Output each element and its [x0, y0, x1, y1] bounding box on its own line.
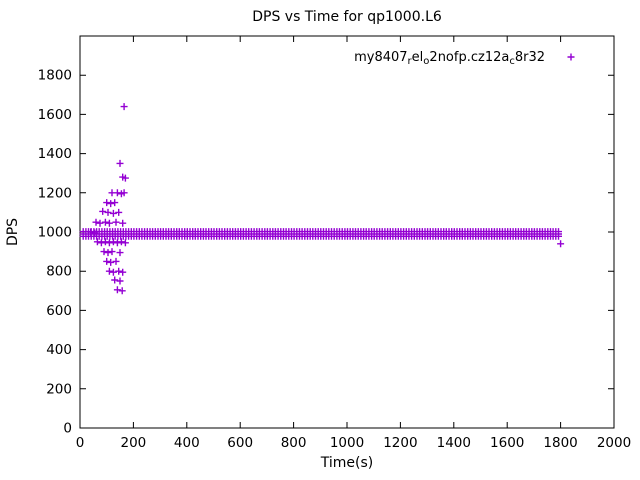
- x-tick-label: 1800: [543, 435, 577, 451]
- x-tick-label: 1600: [490, 435, 524, 451]
- x-tick-label: 2000: [597, 435, 631, 451]
- y-tick-label: 0: [63, 421, 72, 437]
- y-tick-label: 1400: [38, 146, 72, 162]
- y-tick-label: 800: [46, 264, 72, 280]
- legend-label: my8407relo2nofp.cz12ac8r32: [354, 50, 545, 67]
- y-tick-labels: 0 200 400 600 800 1000 1200 1400 1600 1800: [38, 68, 72, 437]
- band-points: [79, 228, 562, 240]
- x-tick-labels: 0 200 400 600 800 1000 1200 1400 1600 1800 2000: [76, 435, 631, 451]
- y-tick-label: 400: [46, 342, 72, 358]
- y-tick-label: 1000: [38, 225, 72, 241]
- y-tick-label: 1800: [38, 68, 72, 84]
- x-tick-label: 400: [174, 435, 200, 451]
- x-tick-label: 1400: [437, 435, 471, 451]
- x-tick-label: 600: [227, 435, 253, 451]
- y-tick-label: 200: [46, 381, 72, 397]
- x-tick-label: 1200: [383, 435, 417, 451]
- legend-marker-icon: [567, 53, 575, 61]
- x-tick-label: 800: [281, 435, 307, 451]
- scatter-points: [87, 103, 565, 295]
- y-tick-label: 600: [46, 303, 72, 319]
- x-axis-label: Time(s): [320, 455, 373, 471]
- y-axis-label: DPS: [5, 218, 21, 246]
- x-tick-label: 1000: [330, 435, 364, 451]
- x-tick-label: 200: [121, 435, 147, 451]
- y-tick-label: 1600: [38, 107, 72, 123]
- x-tick-label: 0: [76, 435, 85, 451]
- y-tick-label: 1200: [38, 185, 72, 201]
- chart-title: DPS vs Time for qp1000.L6: [252, 9, 442, 25]
